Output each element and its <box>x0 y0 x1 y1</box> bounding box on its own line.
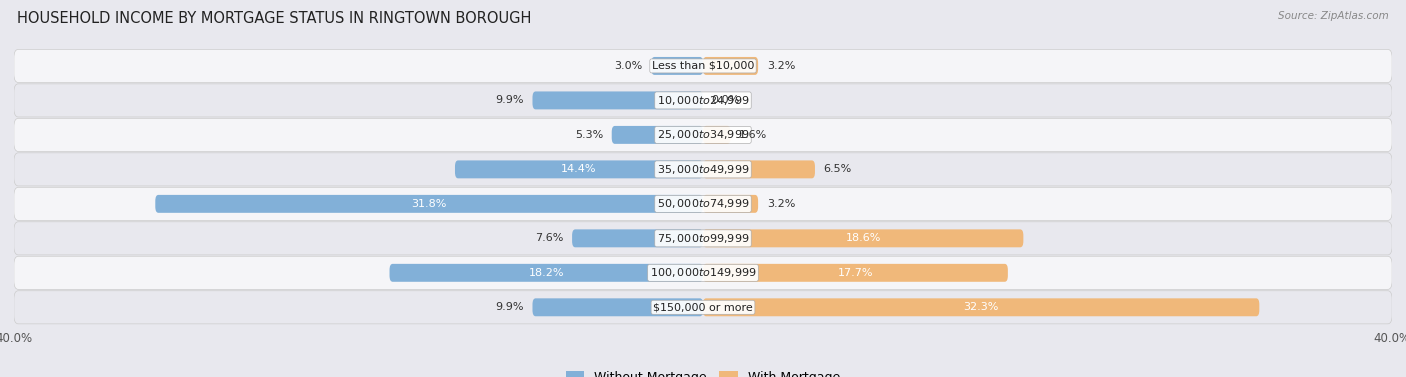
Text: HOUSEHOLD INCOME BY MORTGAGE STATUS IN RINGTOWN BOROUGH: HOUSEHOLD INCOME BY MORTGAGE STATUS IN R… <box>17 11 531 26</box>
FancyBboxPatch shape <box>703 195 758 213</box>
FancyBboxPatch shape <box>703 160 815 178</box>
FancyBboxPatch shape <box>155 195 703 213</box>
Text: 3.0%: 3.0% <box>614 61 643 71</box>
Text: $10,000 to $24,999: $10,000 to $24,999 <box>657 94 749 107</box>
Text: 3.2%: 3.2% <box>766 199 796 209</box>
FancyBboxPatch shape <box>14 291 1392 324</box>
FancyBboxPatch shape <box>14 49 1392 83</box>
Text: $25,000 to $34,999: $25,000 to $34,999 <box>657 129 749 141</box>
Legend: Without Mortgage, With Mortgage: Without Mortgage, With Mortgage <box>565 371 841 377</box>
Text: $50,000 to $74,999: $50,000 to $74,999 <box>657 197 749 210</box>
Text: 0.0%: 0.0% <box>711 95 740 106</box>
FancyBboxPatch shape <box>612 126 703 144</box>
FancyBboxPatch shape <box>456 160 703 178</box>
Text: 32.3%: 32.3% <box>963 302 998 312</box>
Text: $150,000 or more: $150,000 or more <box>654 302 752 312</box>
Text: 5.3%: 5.3% <box>575 130 603 140</box>
Text: 6.5%: 6.5% <box>824 164 852 175</box>
Text: 9.9%: 9.9% <box>495 95 524 106</box>
Text: $75,000 to $99,999: $75,000 to $99,999 <box>657 232 749 245</box>
FancyBboxPatch shape <box>703 229 1024 247</box>
FancyBboxPatch shape <box>14 187 1392 221</box>
FancyBboxPatch shape <box>572 229 703 247</box>
Text: 1.6%: 1.6% <box>740 130 768 140</box>
FancyBboxPatch shape <box>533 298 703 316</box>
Text: 31.8%: 31.8% <box>412 199 447 209</box>
Text: 14.4%: 14.4% <box>561 164 596 175</box>
Text: Less than $10,000: Less than $10,000 <box>652 61 754 71</box>
FancyBboxPatch shape <box>703 264 1008 282</box>
FancyBboxPatch shape <box>703 126 731 144</box>
Text: 17.7%: 17.7% <box>838 268 873 278</box>
FancyBboxPatch shape <box>14 153 1392 186</box>
FancyBboxPatch shape <box>14 118 1392 152</box>
Text: 7.6%: 7.6% <box>536 233 564 243</box>
Text: 3.2%: 3.2% <box>766 61 796 71</box>
FancyBboxPatch shape <box>703 57 758 75</box>
FancyBboxPatch shape <box>14 222 1392 255</box>
FancyBboxPatch shape <box>651 57 703 75</box>
FancyBboxPatch shape <box>14 84 1392 117</box>
Text: 9.9%: 9.9% <box>495 302 524 312</box>
Text: $35,000 to $49,999: $35,000 to $49,999 <box>657 163 749 176</box>
Text: 18.6%: 18.6% <box>845 233 882 243</box>
FancyBboxPatch shape <box>389 264 703 282</box>
FancyBboxPatch shape <box>533 92 703 109</box>
FancyBboxPatch shape <box>703 298 1260 316</box>
FancyBboxPatch shape <box>14 256 1392 290</box>
Text: 18.2%: 18.2% <box>529 268 564 278</box>
Text: Source: ZipAtlas.com: Source: ZipAtlas.com <box>1278 11 1389 21</box>
Text: $100,000 to $149,999: $100,000 to $149,999 <box>650 266 756 279</box>
